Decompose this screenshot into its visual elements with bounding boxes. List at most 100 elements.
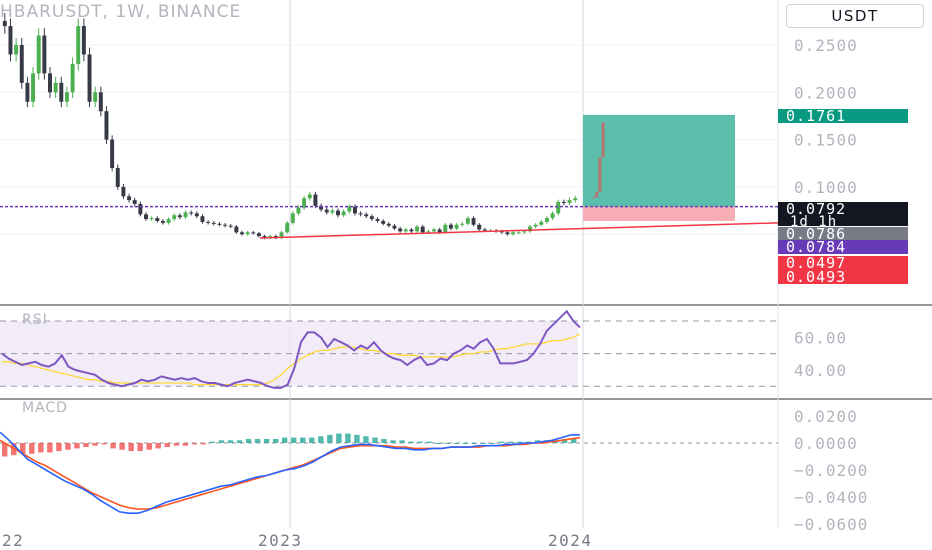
candle-body (121, 186, 126, 197)
candle-body (426, 231, 431, 233)
macd-tick-label: 0.0000 (794, 434, 858, 453)
candle-body (398, 228, 403, 232)
macd-histogram-bar (218, 440, 225, 443)
price-tick-label: 0.1500 (794, 131, 858, 150)
price-label-box (778, 270, 908, 284)
price-label-text: 0.0493 (786, 268, 846, 286)
candle-body (228, 225, 233, 227)
candle-body (392, 225, 397, 229)
macd-histogram-bar (345, 433, 351, 443)
time-axis-label: 2024 (548, 531, 593, 550)
candle-body (573, 198, 578, 201)
candle-body (256, 233, 261, 237)
candle-body (115, 167, 120, 187)
macd-histogram-bar (281, 437, 288, 443)
macd-histogram-bar (47, 443, 53, 453)
macd-histogram-bar (29, 443, 35, 454)
candle-body (460, 223, 465, 225)
candle-body (539, 221, 544, 225)
candle-body (448, 224, 453, 229)
support-trendline (259, 222, 779, 239)
candle-body (454, 224, 459, 229)
candle-body (144, 214, 148, 220)
macd-histogram-bar (74, 443, 80, 449)
macd-histogram-bar (209, 441, 216, 443)
macd-histogram-bar (507, 441, 514, 443)
projection-candle (592, 197, 595, 199)
candle-body (302, 198, 307, 208)
candle-body (172, 215, 177, 220)
candle-body (324, 209, 329, 213)
price-label-text: 0.0497 (786, 254, 846, 272)
candle-body (386, 223, 391, 226)
candle-body (352, 206, 357, 214)
candle-body (48, 73, 52, 93)
price-tick-label: 0.2500 (794, 36, 858, 55)
candle-body (36, 35, 41, 74)
macd-histogram-bar (354, 434, 360, 443)
currency-button[interactable]: USDT (786, 4, 924, 28)
candle-body (194, 213, 199, 217)
candle-body (240, 232, 244, 235)
price-label-box (778, 227, 908, 241)
macd-histogram-bar (417, 441, 423, 443)
candle-body (307, 194, 312, 199)
candle-body (516, 232, 521, 234)
macd-histogram-bar (56, 443, 62, 452)
candle-body (285, 222, 290, 233)
macd-histogram-bar (200, 443, 207, 445)
price-label-box (778, 202, 908, 226)
candle-body (234, 226, 239, 233)
macd-tick-label: −0.0200 (794, 461, 868, 480)
macd-histogram-bar (164, 443, 170, 448)
candle-body (561, 202, 566, 204)
macd-histogram-bar (137, 443, 143, 452)
price-label-text: 0.0786 (786, 225, 846, 243)
candle-body (53, 82, 58, 93)
candle-body (403, 229, 408, 232)
price-label-box (778, 109, 908, 123)
candle-body (160, 220, 165, 223)
macd-histogram-bar (480, 443, 487, 444)
candle-body (183, 212, 188, 218)
macd-histogram-bar (516, 441, 523, 443)
macd-histogram-bar (20, 443, 26, 454)
candle-body (245, 232, 250, 235)
candle-body (477, 224, 482, 230)
candle-body (443, 224, 448, 233)
price-label-countdown: 1d 1h (790, 214, 837, 230)
price-label-box (778, 256, 908, 270)
candle-body (437, 229, 442, 233)
macd-histogram-bar (263, 438, 270, 443)
projection-candle (598, 157, 602, 192)
candle-body (533, 224, 538, 227)
macd-histogram-bar (38, 443, 44, 453)
macd-histogram-bar (245, 438, 252, 443)
candle-body (8, 26, 13, 55)
candle-body (138, 203, 143, 215)
candle-body (505, 232, 510, 235)
candle-body (25, 82, 30, 102)
price-label-text: 0.0792 (786, 200, 846, 218)
candle-body (369, 216, 374, 220)
candle-body (104, 111, 109, 140)
macd-label: MACD (22, 400, 68, 416)
candle-body (177, 215, 182, 218)
macd-histogram-bar (173, 443, 180, 446)
candle-body (296, 207, 301, 214)
candle-body (471, 218, 476, 225)
macd-histogram-bar (426, 441, 432, 443)
candle-body (432, 229, 436, 232)
price-tick-label: 0.1000 (794, 178, 858, 197)
candle-body (76, 26, 81, 64)
macd-histogram-bar (435, 443, 441, 444)
macd-histogram-bar (119, 443, 125, 450)
macd-histogram-bar (182, 443, 189, 446)
macd-histogram-bar (92, 443, 98, 446)
candle-body (211, 222, 216, 224)
macd-histogram-bar (534, 440, 541, 443)
rsi-line (1, 309, 581, 389)
projection-candle (595, 191, 599, 198)
macd-tick-label: 0.0200 (794, 407, 858, 426)
